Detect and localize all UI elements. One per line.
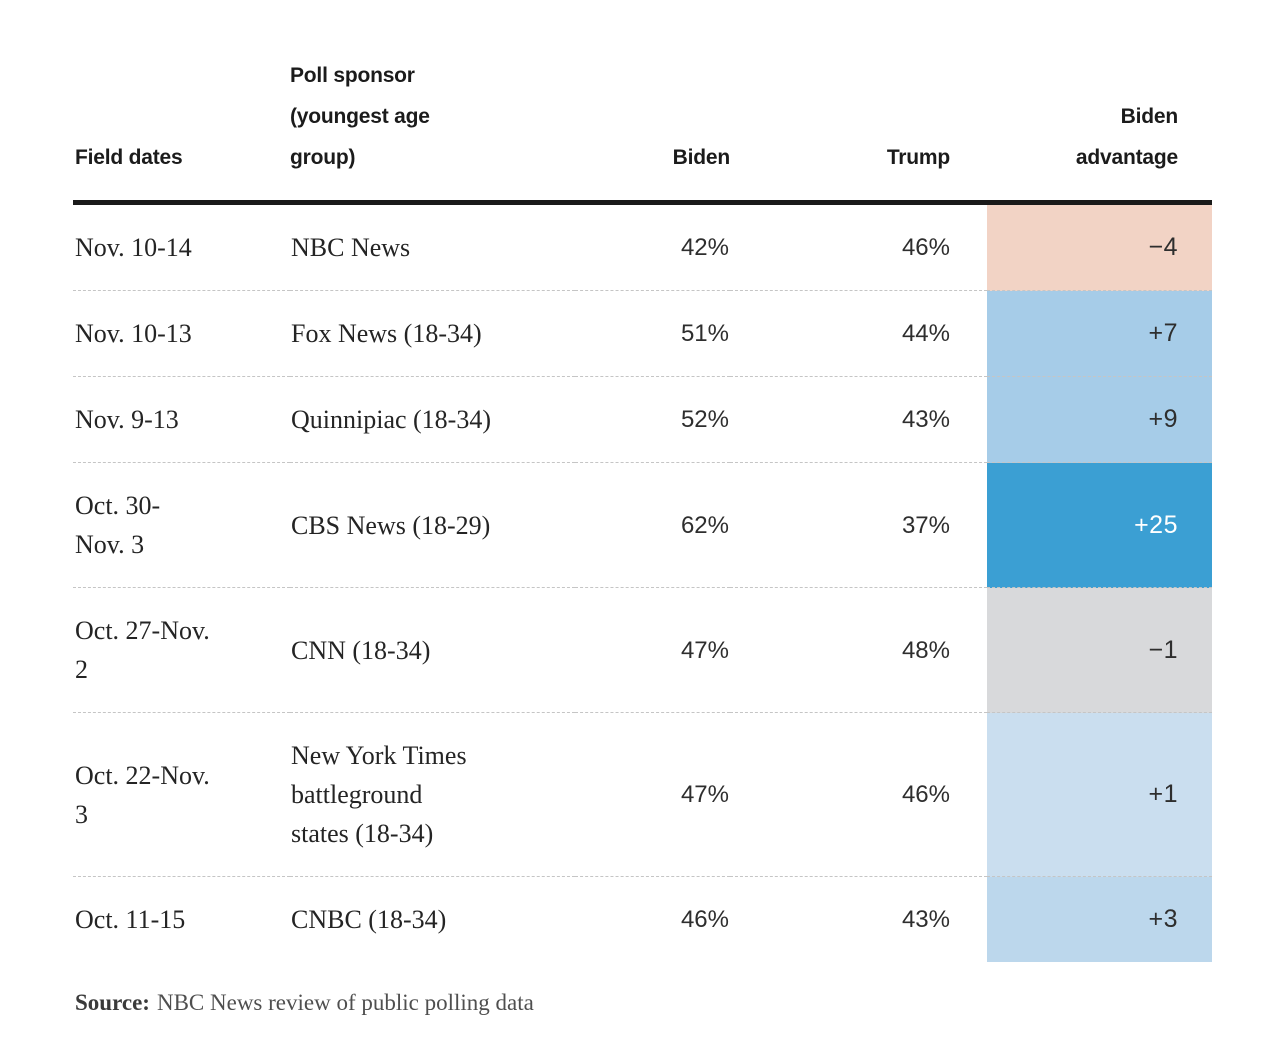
table-row: Nov. 9-13 Quinnipiac (18-34) 52% 43% +9 [73, 376, 1212, 463]
field-dates-cell: Oct. 22-Nov. 3 [73, 712, 290, 877]
field-dates-cell: Oct. 27-Nov. 2 [73, 587, 290, 713]
column-header-poll-sponsor: Poll sponsor (youngest age group) [290, 55, 575, 205]
poll-sponsor-cell: Quinnipiac (18-34) [290, 376, 575, 463]
biden-value-cell: 42% [680, 234, 729, 261]
field-dates-cell: Nov. 9-13 [73, 376, 290, 463]
table-row: Oct. 30- Nov. 3 CBS News (18-29) 62% 37%… [73, 462, 1212, 588]
polling-table-figure: Field dates Poll sponsor (youngest age g… [73, 55, 1212, 1016]
field-dates-cell: Nov. 10-14 [75, 233, 192, 262]
poll-sponsor-cell: CNN (18-34) [290, 587, 575, 713]
biden-value-cell: 52% [575, 376, 730, 463]
trump-value-cell: 43% [730, 876, 987, 962]
biden-advantage-cell: +9 [987, 376, 1212, 463]
table-row: Oct. 27-Nov. 2 CNN (18-34) 47% 48% −1 [73, 587, 1212, 713]
source-note: Source: NBC News review of public polling… [75, 990, 1212, 1016]
biden-advantage-cell: −1 [987, 587, 1212, 713]
biden-advantage-cell: +7 [987, 290, 1212, 377]
table-header-row: Field dates Poll sponsor (youngest age g… [73, 55, 1212, 205]
trump-value-cell: 46% [901, 234, 950, 261]
biden-advantage-cell: −4 [987, 202, 1212, 291]
column-header-field-dates: Field dates [73, 55, 290, 205]
field-dates-cell: Oct. 11-15 [73, 876, 290, 962]
table-row: Nov. 10-14 NBC News 42% 46% −4 [73, 202, 1212, 291]
column-header-biden-advantage: Biden advantage [987, 55, 1212, 205]
biden-value-cell: 46% [575, 876, 730, 962]
poll-sponsor-cell: NBC News [291, 233, 411, 262]
trump-value-cell: 44% [730, 290, 987, 377]
biden-advantage-cell: +3 [987, 876, 1212, 962]
poll-sponsor-cell: Fox News (18-34) [290, 290, 575, 377]
biden-value-cell: 47% [575, 712, 730, 877]
table-row: Nov. 10-13 Fox News (18-34) 51% 44% +7 [73, 290, 1212, 377]
trump-value-cell: 43% [730, 376, 987, 463]
poll-sponsor-cell: CNBC (18-34) [290, 876, 575, 962]
biden-value-cell: 47% [575, 587, 730, 713]
biden-advantage-cell: +25 [987, 462, 1212, 588]
column-header-biden: Biden [575, 55, 730, 205]
field-dates-cell: Oct. 30- Nov. 3 [73, 462, 290, 588]
table-row: Oct. 11-15 CNBC (18-34) 46% 43% +3 [73, 876, 1212, 962]
biden-advantage-cell: +1 [987, 712, 1212, 877]
polling-table: Field dates Poll sponsor (youngest age g… [73, 55, 1212, 962]
trump-value-cell: 48% [730, 587, 987, 713]
field-dates-cell: Nov. 10-13 [73, 290, 290, 377]
trump-value-cell: 46% [730, 712, 987, 877]
source-text: NBC News review of public polling data [156, 990, 534, 1015]
poll-sponsor-cell: CBS News (18-29) [290, 462, 575, 588]
source-label: Source: [75, 990, 150, 1015]
column-header-trump: Trump [730, 55, 987, 205]
table-row: Oct. 22-Nov. 3 New York Times battlegrou… [73, 712, 1212, 877]
biden-value-cell: 51% [575, 290, 730, 377]
trump-value-cell: 37% [730, 462, 987, 588]
poll-sponsor-cell: New York Times battleground states (18-3… [290, 712, 575, 877]
biden-value-cell: 62% [575, 462, 730, 588]
